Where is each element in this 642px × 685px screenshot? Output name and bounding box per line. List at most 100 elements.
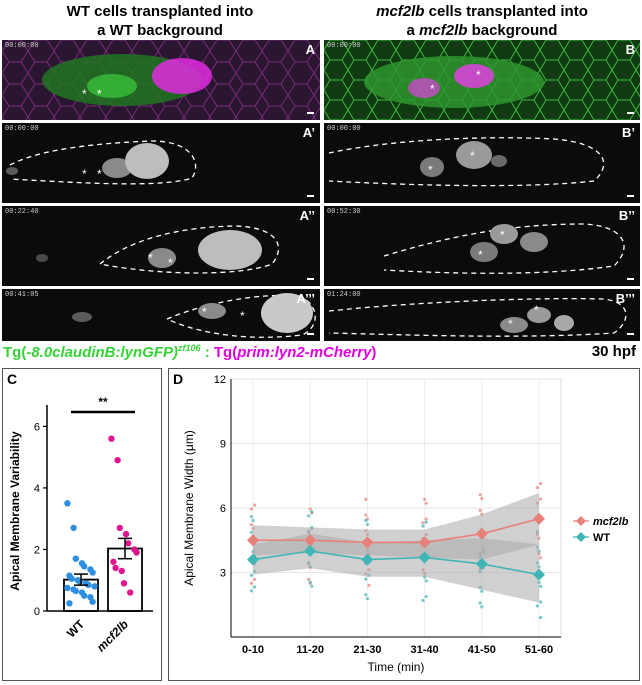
panel-C-frame: C 0 2 4 6 Apical Membrane Variability WT mcf2l… xyxy=(2,368,162,681)
panel-B-scale-bar xyxy=(627,112,634,114)
d-sample-WT-3-5 xyxy=(424,594,428,599)
d-sample-mcf2lb-2-6 xyxy=(364,513,368,517)
d-sample-mcf2lb-0-8 xyxy=(253,503,257,507)
d-sample-WT-5-0 xyxy=(535,604,539,608)
d-x-tick-label-2: 21-30 xyxy=(353,644,381,656)
d-y-tick-label-0: 3 xyxy=(220,568,226,580)
c-point-WT-12 xyxy=(85,581,92,589)
d-sample-mcf2lb-4-1 xyxy=(480,497,484,501)
d-sample-mcf2lb-5-8 xyxy=(539,497,543,501)
d-y-tick-label-1: 6 xyxy=(220,503,226,515)
panel-B2-scale-bar xyxy=(627,278,634,280)
panel-B1-label: B’ xyxy=(622,125,635,140)
panel-B3-scale-bar xyxy=(627,333,634,335)
d-sample-WT-2-6 xyxy=(364,593,368,597)
d-sample-mcf2lb-2-8 xyxy=(367,583,371,587)
panel-A-timestamp: 00:00:00 xyxy=(5,42,39,50)
c-point-mcf2lb-3 xyxy=(122,530,130,538)
d-sample-mcf2lb-3-2 xyxy=(424,501,428,505)
panel-B1-asterisk-2: * xyxy=(470,149,475,163)
panel-B-asterisk-1: * xyxy=(430,82,435,96)
c-point-WT-14 xyxy=(64,584,71,592)
panel-C-chart: 0 2 4 6 Apical Membrane Variability WT mcf2lb *… xyxy=(8,395,153,654)
d-sample-WT-0-8 xyxy=(253,585,257,589)
c-point-WT-4 xyxy=(81,563,88,570)
panel-B2-label: B’’ xyxy=(618,208,635,223)
panel-A1-asterisk-2: * xyxy=(97,167,102,181)
d-x-tick-label-1: 11-20 xyxy=(296,644,324,656)
panel-B3-timestamp: 01:24:00 xyxy=(327,291,361,299)
right-header-line2-post: background xyxy=(467,22,558,39)
d-sample-mcf2lb-0-5 xyxy=(253,577,257,581)
panel-B3-asterisk-2: * xyxy=(534,303,539,317)
left-header-line1: WT cells transplanted into xyxy=(66,3,254,20)
panel-B3-label: B’’’ xyxy=(615,291,635,306)
d-sample-WT-0-1 xyxy=(251,518,255,523)
c-point-WT-10 xyxy=(76,578,84,585)
legend-green-transgene: -8.0claudinB:lynGFP) xyxy=(26,344,179,361)
c-point-mcf2lb-0 xyxy=(108,435,115,442)
panel-B3: 01:24:00 B’’’ * * xyxy=(324,289,640,341)
panel-A-image xyxy=(2,40,320,120)
left-header-line2: a WT background xyxy=(97,22,223,39)
d-sample-mcf2lb-3-0 xyxy=(421,521,425,525)
panel-B1-scale-bar xyxy=(627,195,634,197)
d-marker-WT-1 xyxy=(304,545,317,557)
legend-green-prefix: Tg( xyxy=(3,344,27,361)
d-sample-mcf2lb-2-3 xyxy=(364,497,368,501)
d-x-axis-title: Time (min) xyxy=(368,660,425,674)
legend-magenta-transgene: prim:lyn2-mCherry xyxy=(237,344,372,361)
panel-D-chart: 3 6 9 12 0-10 11-20 21-30 31-40 41-50 51-60 Time (… xyxy=(182,374,629,674)
c-y-tick-label-0: 0 xyxy=(34,606,40,618)
panel-A3-scale-bar xyxy=(307,333,314,335)
panel-A3-asterisk-1: * xyxy=(202,305,207,319)
d-sample-WT-0-3 xyxy=(249,589,253,593)
c-point-mcf2lb-10 xyxy=(120,580,128,587)
panel-A-asterisk-1: * xyxy=(82,87,87,101)
c-significance-label: ** xyxy=(98,395,108,409)
c-x-label-WT: WT xyxy=(64,617,88,641)
panel-B2-asterisk-2: * xyxy=(500,228,505,242)
right-header-gene2: mcf2lb xyxy=(419,22,468,39)
d-sample-mcf2lb-0-0 xyxy=(249,581,253,585)
d-y-axis-title: Apical Membrane Width (μm) xyxy=(182,430,196,586)
d-sample-WT-3-8 xyxy=(424,520,428,524)
stage-label: 30 hpf xyxy=(591,343,636,360)
d-sample-WT-2-1 xyxy=(365,597,369,601)
panel-A2-scale-bar xyxy=(307,278,314,280)
d-sample-WT-1-5 xyxy=(310,510,314,514)
right-header-line1: mcf2lb cells transplanted into xyxy=(322,2,642,21)
c-point-WT-20 xyxy=(89,598,96,605)
d-legend-label-WT: WT xyxy=(593,532,610,544)
c-point-mcf2lb-9 xyxy=(118,567,126,575)
panel-A3-timestamp: 00:41:05 xyxy=(5,291,39,299)
c-point-WT-8 xyxy=(68,575,75,582)
panel-A1-timestamp: 00:00:00 xyxy=(5,125,39,133)
c-point-mcf2lb-8 xyxy=(112,564,119,572)
d-sample-mcf2lb-1-9 xyxy=(307,577,311,581)
d-sample-mcf2lb-3-5 xyxy=(424,517,428,521)
d-sample-mcf2lb-4-6 xyxy=(478,493,482,497)
d-sample-mcf2lb-1-7 xyxy=(308,507,312,511)
c-point-mcf2lb-11 xyxy=(127,589,134,596)
c-point-WT-2 xyxy=(72,555,80,562)
panel-D-label: D xyxy=(173,371,184,387)
c-point-WT-0 xyxy=(64,500,71,507)
d-sample-WT-0-9 xyxy=(249,530,253,534)
d-marker-WT-5 xyxy=(533,568,545,581)
d-sample-mcf2lb-5-2 xyxy=(539,556,543,560)
c-y-tick-label-1: 2 xyxy=(34,544,40,556)
panel-B3-asterisk-1: * xyxy=(508,317,513,331)
c-x-label-mcf2lb: mcf2lb xyxy=(94,617,131,654)
d-marker-WT-0 xyxy=(247,553,259,566)
right-header-gene1: mcf2lb xyxy=(376,3,425,20)
panel-A3-image xyxy=(72,293,316,338)
d-x-tick-label-4: 41-50 xyxy=(468,644,496,656)
d-sample-WT-1-2 xyxy=(310,584,314,588)
d-marker-mcf2lb-0 xyxy=(247,534,259,547)
panel-A2-timestamp: 00:22:40 xyxy=(5,208,39,216)
d-sample-mcf2lb-0-6 xyxy=(249,523,253,527)
c-point-WT-21 xyxy=(66,600,73,607)
panel-A-scale-bar xyxy=(307,112,314,114)
d-marker-mcf2lb-5 xyxy=(533,512,545,525)
